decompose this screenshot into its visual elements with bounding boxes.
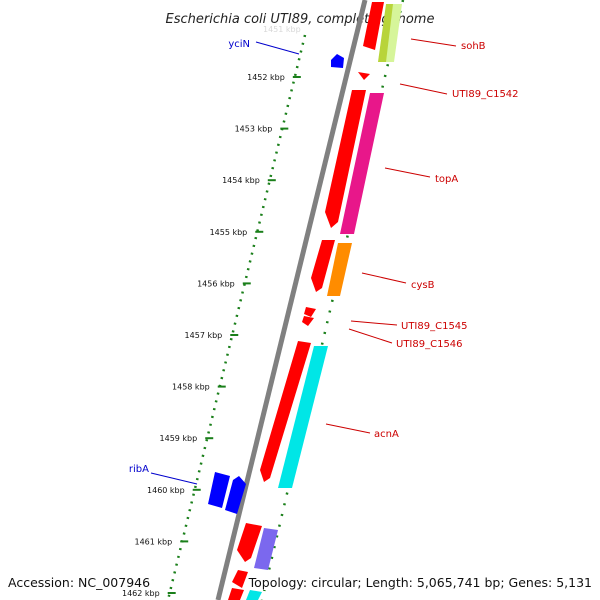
accession-text: Accession: NC_007946 (8, 575, 151, 590)
gene-1461-a[interactable] (237, 523, 262, 562)
ruler-tick-label: 1457 kbp (185, 331, 223, 340)
gene-1462-a[interactable] (232, 570, 248, 588)
ruler-ticks: 1452 kbp 1453 kbp 1454 kbp 1455 kbp 1456 kbp… (122, 73, 301, 598)
label-sohB[interactable]: sohB (461, 41, 486, 52)
forward-strand-genes (228, 2, 402, 600)
label-UTI89_C1545[interactable]: UTI89_C1545 (401, 321, 468, 332)
gene-ribA-1[interactable] (208, 472, 230, 508)
label-acnA[interactable]: acnA (374, 429, 399, 440)
ruler-tick-label: 1456 kbp (197, 279, 235, 288)
map-title: Escherichia coli UTI89, complete genome (166, 12, 435, 27)
gene-acnA-cds[interactable] (278, 346, 328, 488)
ruler-tick-label: 1462 kbp (122, 589, 160, 598)
ruler-tick-label: 1459 kbp (160, 434, 198, 443)
ruler-tick-label: 1461 kbp (135, 537, 173, 546)
label-cysB[interactable]: cysB (411, 280, 435, 291)
genome-backbone (215, 0, 368, 600)
gene-UTI89_C1545[interactable] (304, 307, 316, 317)
clipped-top-label: 1451 kbp (263, 25, 301, 34)
gene-sohB[interactable] (363, 2, 384, 50)
ruler-tick-label: 1454 kbp (222, 176, 260, 185)
label-UTI89_C1546[interactable]: UTI89_C1546 (396, 339, 463, 350)
ruler-tick-label: 1460 kbp (147, 486, 185, 495)
gene-ribA-2[interactable] (225, 476, 246, 514)
label-yciN[interactable]: yciN (228, 39, 250, 50)
gene-topA[interactable] (325, 90, 366, 228)
label-UTI89_C1542[interactable]: UTI89_C1542 (452, 89, 519, 100)
ruler-tick-label: 1452 kbp (247, 73, 285, 82)
gene-yciN[interactable] (331, 54, 344, 68)
gene-cysB[interactable] (311, 240, 335, 292)
gene-cysB-cds[interactable] (327, 243, 352, 296)
ruler-tick-label: 1455 kbp (210, 228, 248, 237)
gene-UTI89_C1542[interactable] (358, 72, 370, 80)
ruler-tick-label: 1458 kbp (172, 383, 210, 392)
ruler-tick-label: 1453 kbp (235, 125, 273, 134)
label-ribA[interactable]: ribA (129, 464, 149, 475)
topology-text: Topology: circular; Length: 5,065,741 bp… (248, 575, 592, 590)
outer-track (260, 0, 405, 600)
gene-1462-b[interactable] (228, 588, 244, 600)
gene-1462-b-cds[interactable] (246, 590, 262, 600)
gene-labels: yciN sohB UTI89_C1542 topA cysB UTI89_C1… (129, 38, 519, 485)
gene-sohB-cds-light[interactable] (386, 4, 402, 62)
gene-topA-cds[interactable] (340, 93, 384, 234)
gene-acnA[interactable] (260, 341, 311, 482)
gene-UTI89_C1546[interactable] (302, 316, 314, 326)
label-topA[interactable]: topA (435, 174, 458, 185)
reverse-strand-genes (208, 54, 344, 514)
gene-1461-a-cds[interactable] (254, 528, 278, 570)
